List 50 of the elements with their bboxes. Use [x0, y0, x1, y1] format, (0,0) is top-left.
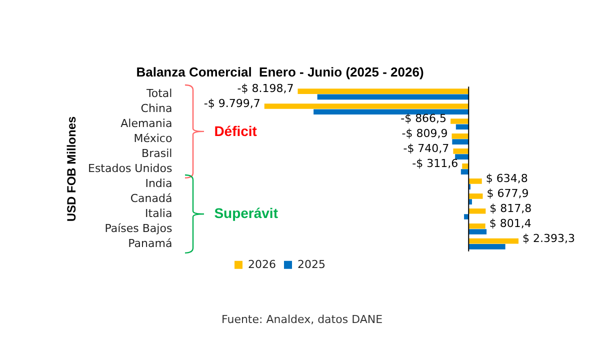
bar: [468, 238, 519, 244]
bar: [455, 154, 469, 160]
y-tick-label: China: [140, 102, 172, 115]
y-tick-label: Países Bajos: [104, 222, 172, 235]
bar: [468, 229, 487, 234]
bar: [452, 139, 469, 145]
data-label: -$ 740,7: [403, 142, 450, 156]
data-label: $ 2.393,3: [522, 232, 575, 245]
chart-title: Balanza Comercial Enero - Junio (2025 - 2026): [136, 64, 424, 80]
bar: [468, 244, 506, 250]
y-tick-label: Estados Unidos: [88, 162, 172, 175]
bar: [468, 193, 483, 199]
bar: [298, 88, 469, 94]
y-tick-label: Total: [145, 86, 172, 100]
legend-label: 2026: [248, 258, 276, 271]
data-label: -$ 866,5: [400, 112, 447, 126]
bar: [468, 223, 486, 229]
bar: [452, 134, 469, 139]
y-tick-label: México: [134, 132, 172, 145]
bar: [453, 148, 469, 154]
bar: [456, 124, 469, 130]
y-tick-label: Panamá: [128, 236, 172, 250]
data-label: -$ 809,9: [402, 127, 448, 140]
data-label: -$ 311,6: [412, 157, 458, 170]
y-tick-label: Brasil: [142, 146, 172, 160]
bar: [468, 178, 482, 184]
annotation: Superávit: [214, 204, 278, 221]
bar: [317, 94, 469, 100]
data-label: -$ 9.799,7: [204, 97, 260, 110]
data-label: $ 634,8: [486, 172, 528, 186]
y-axis-title: USD FOB Millones: [64, 116, 78, 222]
source-note: Fuente: Analdex, datos DANE: [222, 313, 383, 326]
y-tick-label: Italia: [145, 206, 172, 220]
bar: [464, 214, 469, 220]
bar: [462, 164, 469, 169]
bar: [460, 169, 469, 174]
y-tick-label: India: [145, 176, 172, 190]
data-label: $ 801,4: [489, 216, 532, 230]
bar: [468, 199, 472, 204]
data-label: $ 677,9: [486, 187, 529, 200]
bar: [264, 104, 469, 109]
bar: [468, 208, 486, 214]
data-label: -$ 8.198,7: [237, 82, 294, 96]
bar: [314, 109, 469, 115]
bar: [450, 118, 469, 124]
data-label: $ 817,8: [490, 202, 532, 215]
text: Déficit: [214, 122, 257, 139]
legend-label: 2025: [298, 258, 326, 271]
y-tick-label: Canadá: [130, 192, 172, 205]
y-tick-label: Alemania: [120, 116, 172, 130]
